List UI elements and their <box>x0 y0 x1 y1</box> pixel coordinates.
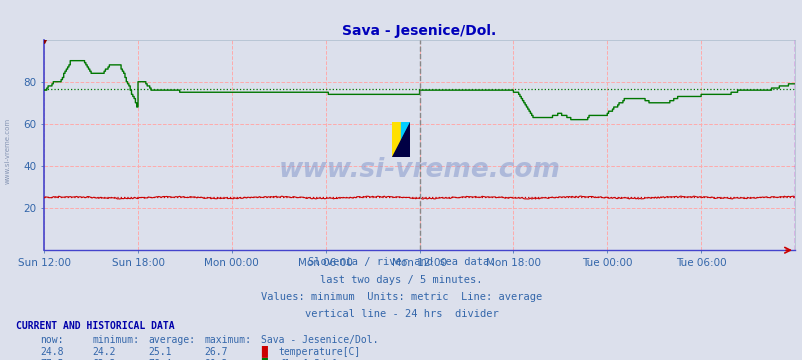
Text: 24.2: 24.2 <box>92 347 115 357</box>
Text: Sava - Jesenice/Dol.: Sava - Jesenice/Dol. <box>261 335 378 345</box>
Text: now:: now: <box>40 335 63 345</box>
Text: minimum:: minimum: <box>92 335 140 345</box>
Text: 25.1: 25.1 <box>148 347 172 357</box>
Text: last two days / 5 minutes.: last two days / 5 minutes. <box>320 275 482 285</box>
Text: maximum:: maximum: <box>205 335 252 345</box>
Text: 62.3: 62.3 <box>92 359 115 360</box>
Text: CURRENT AND HISTORICAL DATA: CURRENT AND HISTORICAL DATA <box>16 321 175 331</box>
Text: temperature[C]: temperature[C] <box>278 347 360 357</box>
Title: Sava - Jesenice/Dol.: Sava - Jesenice/Dol. <box>342 24 496 39</box>
Text: flow[m3/s]: flow[m3/s] <box>278 359 337 360</box>
Text: 76.4: 76.4 <box>148 359 172 360</box>
Bar <box>391 122 400 157</box>
Text: vertical line - 24 hrs  divider: vertical line - 24 hrs divider <box>304 309 498 319</box>
Text: 77.5: 77.5 <box>40 359 63 360</box>
Text: 26.7: 26.7 <box>205 347 228 357</box>
Text: Values: minimum  Units: metric  Line: average: Values: minimum Units: metric Line: aver… <box>261 292 541 302</box>
Text: █: █ <box>261 346 266 357</box>
Bar <box>400 122 409 157</box>
Text: 24.8: 24.8 <box>40 347 63 357</box>
Text: www.si-vreme.com: www.si-vreme.com <box>5 118 11 184</box>
Text: Slovenia / river and sea data.: Slovenia / river and sea data. <box>307 257 495 267</box>
Text: average:: average: <box>148 335 196 345</box>
Polygon shape <box>391 122 409 157</box>
Text: █: █ <box>261 357 266 360</box>
Text: www.si-vreme.com: www.si-vreme.com <box>278 157 560 183</box>
Text: 90.2: 90.2 <box>205 359 228 360</box>
